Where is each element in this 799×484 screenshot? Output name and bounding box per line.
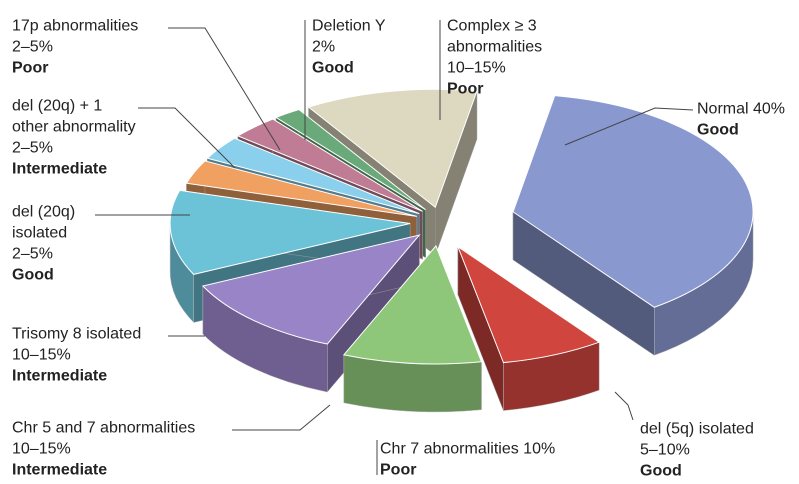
leader-line xyxy=(232,404,331,431)
slice-top xyxy=(236,118,423,212)
slice-label: 5–10% xyxy=(640,441,690,458)
slice-top xyxy=(307,88,478,209)
risk-label: Intermediate xyxy=(12,160,107,177)
risk-label: Good xyxy=(697,121,739,138)
slice-label: Normal 40% xyxy=(697,100,785,117)
slice-label: 10–15% xyxy=(447,59,506,76)
slice-top xyxy=(274,108,426,211)
slice-top xyxy=(342,244,483,365)
slice-label: 17p abnormalities xyxy=(12,17,138,34)
slice-label: Chr 7 abnormalities 10% xyxy=(380,440,555,457)
slice-label: 2–5% xyxy=(12,245,53,262)
slice-label: abnormalities xyxy=(447,38,542,55)
risk-label: Poor xyxy=(447,80,483,97)
slice-top xyxy=(512,95,754,308)
risk-label: Good xyxy=(312,59,354,76)
slice-label: 2–5% xyxy=(12,139,53,156)
leader-line xyxy=(564,107,694,146)
slice xyxy=(342,244,483,413)
slice-label: Trisomy 8 isolated xyxy=(12,325,141,342)
slice xyxy=(512,95,754,356)
risk-label: Poor xyxy=(380,461,416,478)
slice-top xyxy=(169,189,411,275)
slice-top xyxy=(201,234,421,345)
slice xyxy=(456,245,601,411)
slice-top xyxy=(185,160,417,217)
labels: Normal 40% Good del (5q) isolated 5–10% Good… xyxy=(12,17,785,479)
slice-label: Chr 5 and 7 abnormalities xyxy=(12,419,195,436)
slice-label: isolated xyxy=(12,224,67,241)
risk-label: Intermediate xyxy=(12,367,107,384)
slice-label: other abnormality xyxy=(12,118,136,135)
slice-label: 2% xyxy=(312,38,335,55)
risk-label: Good xyxy=(640,462,682,479)
slice-label: Complex ≥ 3 xyxy=(447,17,537,34)
slice-label: 2–5% xyxy=(12,38,53,55)
slice-top xyxy=(206,137,420,215)
slice-label: del (20q) + 1 xyxy=(12,97,102,114)
leader-line xyxy=(138,107,236,169)
slice-label: del (20q) xyxy=(12,203,75,220)
slice-label: del (5q) isolated xyxy=(640,420,754,437)
pie xyxy=(169,88,754,413)
slice-label: 10–15% xyxy=(12,440,71,457)
slice-label: 10–15% xyxy=(12,346,71,363)
leader-line xyxy=(168,27,281,151)
risk-label: Intermediate xyxy=(12,461,107,478)
risk-label: Good xyxy=(12,266,54,283)
slice-label: Deletion Y xyxy=(312,17,386,34)
slice-top xyxy=(456,245,601,364)
leader-line xyxy=(614,391,634,421)
risk-label: Poor xyxy=(12,59,48,76)
